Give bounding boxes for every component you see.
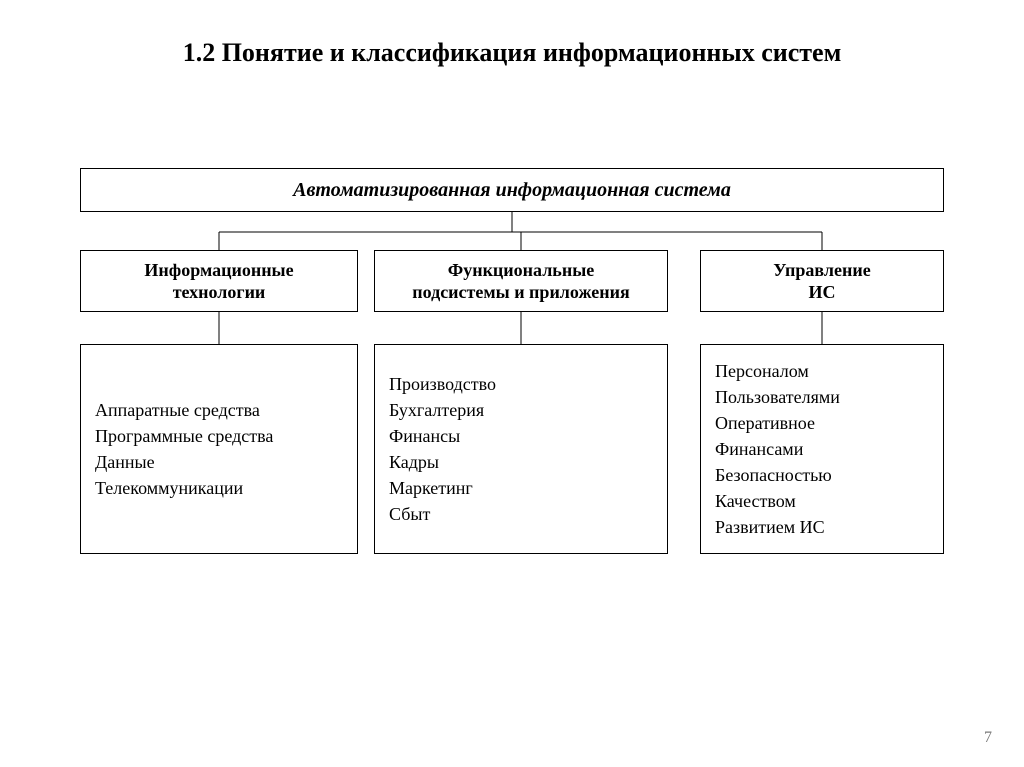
list-item: Производство xyxy=(389,371,653,397)
list-item: Бухгалтерия xyxy=(389,397,653,423)
branch-items-mgmt: Персоналом Пользователями Оперативное Фи… xyxy=(700,344,944,554)
list-item: Качеством xyxy=(715,488,929,514)
branch-items-func: Производство Бухгалтерия Финансы Кадры М… xyxy=(374,344,668,554)
list-item: Телекоммуникации xyxy=(95,475,343,501)
page: 1.2 Понятие и классификация информационн… xyxy=(0,0,1024,767)
list-item: Финансами xyxy=(715,436,929,462)
branch-title-line: Информационные xyxy=(81,259,357,282)
branch-title-it: Информационные технологии xyxy=(80,250,358,312)
diagram-root-label: Автоматизированная информационная систем… xyxy=(293,179,731,201)
diagram-root-node: Автоматизированная информационная систем… xyxy=(80,168,944,212)
page-title: 1.2 Понятие и классификация информационн… xyxy=(0,38,1024,68)
list-item: Кадры xyxy=(389,449,653,475)
list-item: Маркетинг xyxy=(389,475,653,501)
branch-items-it: Аппаратные средства Программные средства… xyxy=(80,344,358,554)
list-item: Аппаратные средства xyxy=(95,397,343,423)
branch-title-line: подсистемы и приложения xyxy=(375,281,667,304)
branch-title-line: ИС xyxy=(701,281,943,304)
page-number: 7 xyxy=(984,729,992,747)
branch-title-line: технологии xyxy=(81,281,357,304)
list-item: Безопасностью xyxy=(715,462,929,488)
list-item: Оперативное xyxy=(715,410,929,436)
list-item: Данные xyxy=(95,449,343,475)
list-item: Программные средства xyxy=(95,423,343,449)
list-item: Персоналом xyxy=(715,358,929,384)
list-item: Финансы xyxy=(389,423,653,449)
branch-title-func: Функциональные подсистемы и приложения xyxy=(374,250,668,312)
branch-title-mgmt: Управление ИС xyxy=(700,250,944,312)
branch-title-line: Функциональные xyxy=(375,259,667,282)
list-item: Пользователями xyxy=(715,384,929,410)
branch-title-line: Управление xyxy=(701,259,943,282)
list-item: Сбыт xyxy=(389,501,653,527)
list-item: Развитием ИС xyxy=(715,514,929,540)
